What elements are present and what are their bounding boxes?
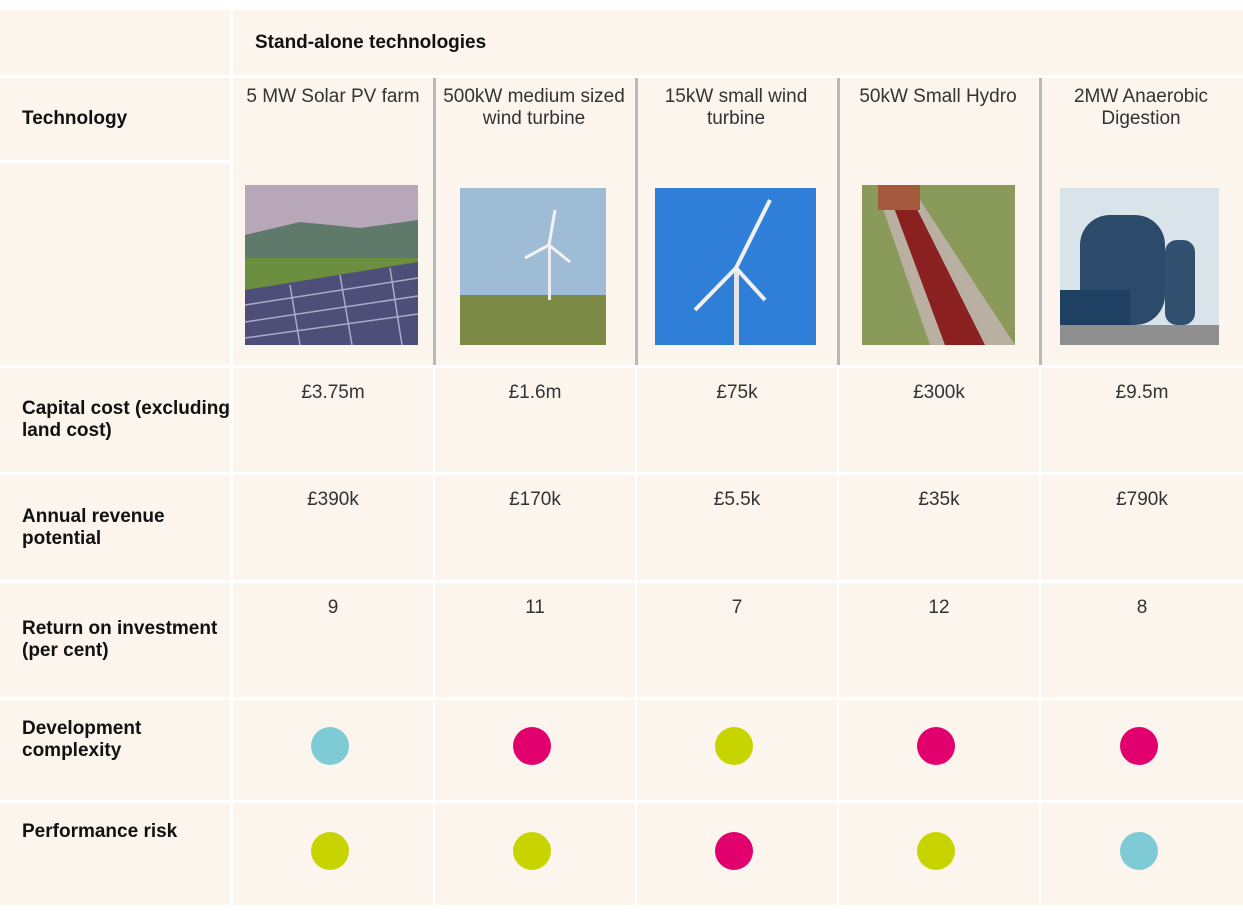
rating-dot [917, 832, 955, 870]
column-divider [635, 78, 638, 365]
rating-dot [311, 832, 349, 870]
hydro-photo [862, 185, 1015, 345]
cell-value: £9.5m [1041, 368, 1243, 472]
header: Stand-alone technologies [233, 10, 1243, 75]
cell-value: £3.75m [233, 368, 433, 472]
corner-cell [0, 10, 230, 75]
cell-value: £5.5k [637, 475, 837, 580]
rating-dot [1120, 832, 1158, 870]
cell-value: £300k [839, 368, 1039, 472]
cell-value: £390k [233, 475, 433, 580]
column-divider [837, 78, 840, 365]
row-label: Technology [0, 78, 230, 160]
cell-value: 7 [637, 583, 837, 697]
row-label: Annual revenue potential [0, 475, 230, 580]
cell-value: 9 [233, 583, 433, 697]
cell-value: 11 [435, 583, 635, 697]
cell-value: £1.6m [435, 368, 635, 472]
cell-value: £35k [839, 475, 1039, 580]
column-divider [433, 78, 436, 365]
cell-value: £75k [637, 368, 837, 472]
rating-dot [1120, 727, 1158, 765]
row-label: Development complexity [0, 700, 230, 800]
digester-photo [1060, 188, 1219, 345]
cell-value: £170k [435, 475, 635, 580]
rating-dot [715, 727, 753, 765]
rating-dot [715, 832, 753, 870]
solar-photo [244, 185, 419, 346]
cell-value: £790k [1041, 475, 1243, 580]
rating-dot [311, 727, 349, 765]
wind-photo [460, 188, 606, 345]
row-label: Performance risk [0, 803, 230, 905]
image-label-cell [0, 163, 230, 365]
row-label: Capital cost (excluding land cost) [0, 368, 230, 472]
rating-dot [917, 727, 955, 765]
row-label: Return on investment (per cent) [0, 583, 230, 697]
small-wind-photo [655, 188, 816, 345]
cell-value: 12 [839, 583, 1039, 697]
column-divider [1039, 78, 1042, 365]
rating-dot [513, 832, 551, 870]
cell-value: 8 [1041, 583, 1243, 697]
rating-dot [513, 727, 551, 765]
